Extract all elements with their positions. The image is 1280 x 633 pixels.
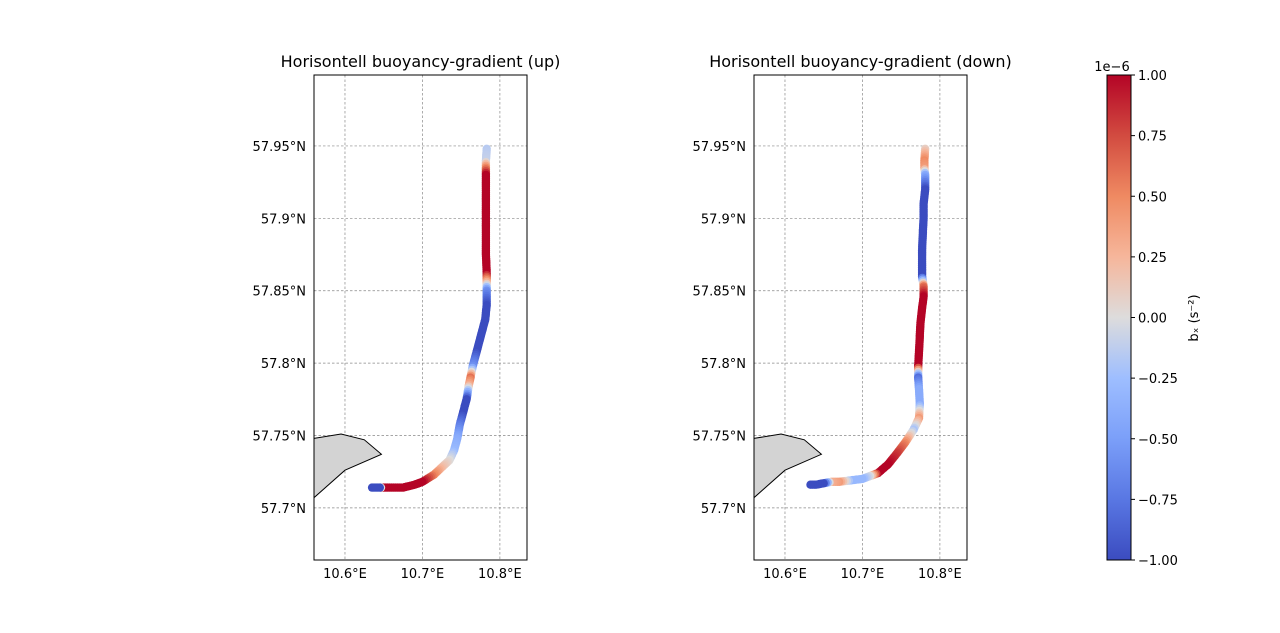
colorbar-tick-label: −0.75 [1138,493,1178,508]
y-tick-label: 57.7°N [701,502,746,517]
y-tick-label: 57.75°N [693,429,746,444]
land-area [314,433,383,499]
y-tick-label: 57.8°N [701,357,746,372]
y-tick-label: 57.7°N [261,502,306,517]
colorbar-tick-label: −0.50 [1138,433,1178,448]
colorbar-label: bₓ (s⁻²) [1187,294,1202,341]
colorbar-gradient [1106,74,1132,561]
colorbar-tick-label: −0.25 [1138,372,1178,387]
colorbar-tick-label: 0.50 [1138,190,1167,205]
x-axis-ticks: 10.6°E 10.7°E 10.8°E [323,567,522,582]
track-point [806,480,815,489]
land-polygon [754,433,823,499]
y-tick-label: 57.9°N [701,212,746,227]
x-axis-ticks: 10.6°E 10.7°E 10.8°E [763,567,962,582]
plot-frame [313,74,528,561]
x-tick-label: 10.8°E [478,567,522,582]
colorbar-ticks: 1.00 0.75 0.50 0.25 0.00 −0.25 −0.50 −0.75 −1.00 [1131,69,1178,569]
grid-lines [754,75,967,560]
x-tick-label: 10.8°E [918,567,962,582]
land-polygon [314,433,383,499]
colorbar: 1e−6 1.00 0.75 0.50 0.25 0.00 −0.25 −0.50 −0.75… [1094,60,1202,569]
y-tick-label: 57.8°N [261,357,306,372]
colorbar-tick-label: 0.25 [1138,251,1167,266]
grid-lines [314,75,527,560]
y-tick-label: 57.9°N [261,212,306,227]
chart-title-up: Horisontell buoyancy-gradient (up) [281,52,561,71]
y-tick-label: 57.75°N [253,429,306,444]
x-tick-label: 10.7°E [401,567,445,582]
y-tick-label: 57.95°N [253,140,306,155]
map-panel-down: Horisontell buoyancy-gradient (down) 57.… [693,52,1012,582]
map-panel-up: Horisontell buoyancy-gradient (up) 57.7°… [253,52,561,582]
x-tick-label: 10.6°E [763,567,807,582]
colorbar-offset-text: 1e−6 [1094,60,1129,75]
track-point [367,483,377,492]
colorbar-tick-label: 1.00 [1138,69,1167,84]
colorbar-tick-label: 0.75 [1138,130,1167,145]
chart-title-down: Horisontell buoyancy-gradient (down) [709,52,1012,71]
land-area [754,433,823,499]
track-points [806,144,930,489]
y-tick-label: 57.85°N [693,285,746,300]
y-tick-label: 57.85°N [253,285,306,300]
y-axis-ticks: 57.7°N 57.75°N 57.8°N 57.85°N 57.9°N 57.95°N [253,140,306,517]
x-tick-label: 10.6°E [323,567,367,582]
y-tick-label: 57.95°N [693,140,746,155]
x-tick-label: 10.7°E [841,567,885,582]
track-points [367,144,491,492]
y-axis-ticks: 57.7°N 57.75°N 57.8°N 57.85°N 57.9°N 57.95°N [693,140,746,517]
colorbar-tick-label: −1.00 [1138,554,1178,569]
colorbar-tick-label: 0.00 [1138,312,1167,327]
plot-frame [753,74,968,561]
